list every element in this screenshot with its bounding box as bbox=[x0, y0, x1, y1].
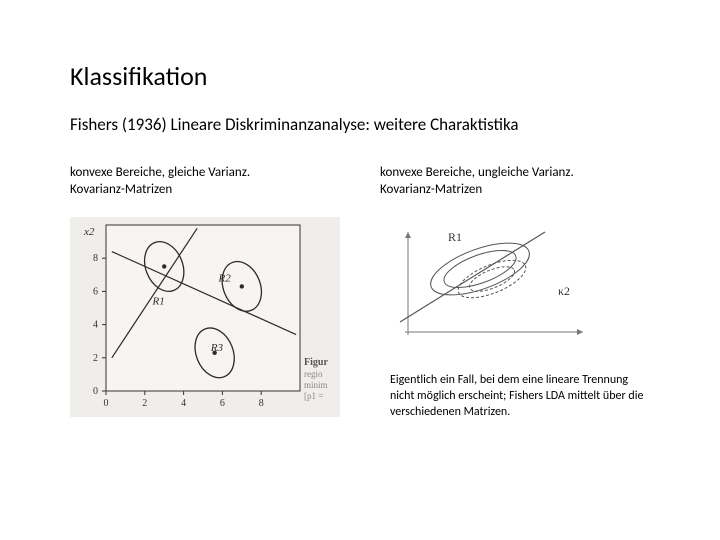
right-label: konvexe Bereiche, ungleiche Varianz. Kov… bbox=[380, 165, 650, 199]
svg-text:0: 0 bbox=[93, 386, 98, 397]
svg-text:R1: R1 bbox=[448, 230, 462, 244]
svg-text:8: 8 bbox=[259, 398, 264, 409]
right-figure: R1 κ2 bbox=[380, 217, 650, 352]
left-label: konvexe Bereiche, gleiche Varianz. Kovar… bbox=[70, 165, 340, 199]
svg-text:R1: R1 bbox=[152, 295, 165, 307]
right-label-line2: Kovarianz-Matrizen bbox=[380, 182, 482, 197]
page-title: Klassifikation bbox=[70, 60, 650, 92]
right-column: konvexe Bereiche, ungleiche Varianz. Kov… bbox=[380, 165, 650, 422]
svg-text:κ2: κ2 bbox=[558, 284, 570, 298]
svg-text:regio: regio bbox=[304, 369, 323, 379]
svg-text:6: 6 bbox=[93, 286, 98, 297]
svg-text:x2: x2 bbox=[83, 226, 95, 238]
page-subtitle: Fishers (1936) Lineare Diskriminanzanaly… bbox=[70, 114, 650, 135]
left-label-line1: konvexe Bereiche, gleiche Varianz. bbox=[70, 165, 250, 180]
right-note: Eigentlich ein Fall, bei dem eine linear… bbox=[380, 372, 650, 421]
svg-text:Figur: Figur bbox=[304, 357, 328, 368]
left-chart-svg: 0 2 4 6 8 0 2 4 6 8 x2 R1 R2 R3 Figurregiominim[p1 = bbox=[70, 217, 340, 417]
svg-text:8: 8 bbox=[93, 253, 98, 264]
right-chart-svg: R1 κ2 bbox=[380, 217, 600, 347]
svg-text:[p1 =: [p1 = bbox=[304, 391, 323, 401]
columns: konvexe Bereiche, gleiche Varianz. Kovar… bbox=[70, 165, 650, 422]
svg-text:0: 0 bbox=[104, 398, 109, 409]
svg-text:minim: minim bbox=[304, 380, 328, 390]
svg-text:2: 2 bbox=[93, 353, 98, 364]
right-label-line1: konvexe Bereiche, ungleiche Varianz. bbox=[380, 165, 574, 180]
svg-text:R2: R2 bbox=[218, 272, 232, 284]
svg-text:2: 2 bbox=[142, 398, 147, 409]
left-figure: 0 2 4 6 8 0 2 4 6 8 x2 R1 R2 R3 Figurregiominim[p1 = bbox=[70, 217, 340, 422]
left-label-line2: Kovarianz-Matrizen bbox=[70, 182, 172, 197]
svg-text:R3: R3 bbox=[210, 342, 224, 354]
svg-text:4: 4 bbox=[93, 319, 98, 330]
svg-text:6: 6 bbox=[220, 398, 225, 409]
svg-text:4: 4 bbox=[181, 398, 186, 409]
left-column: konvexe Bereiche, gleiche Varianz. Kovar… bbox=[70, 165, 340, 422]
